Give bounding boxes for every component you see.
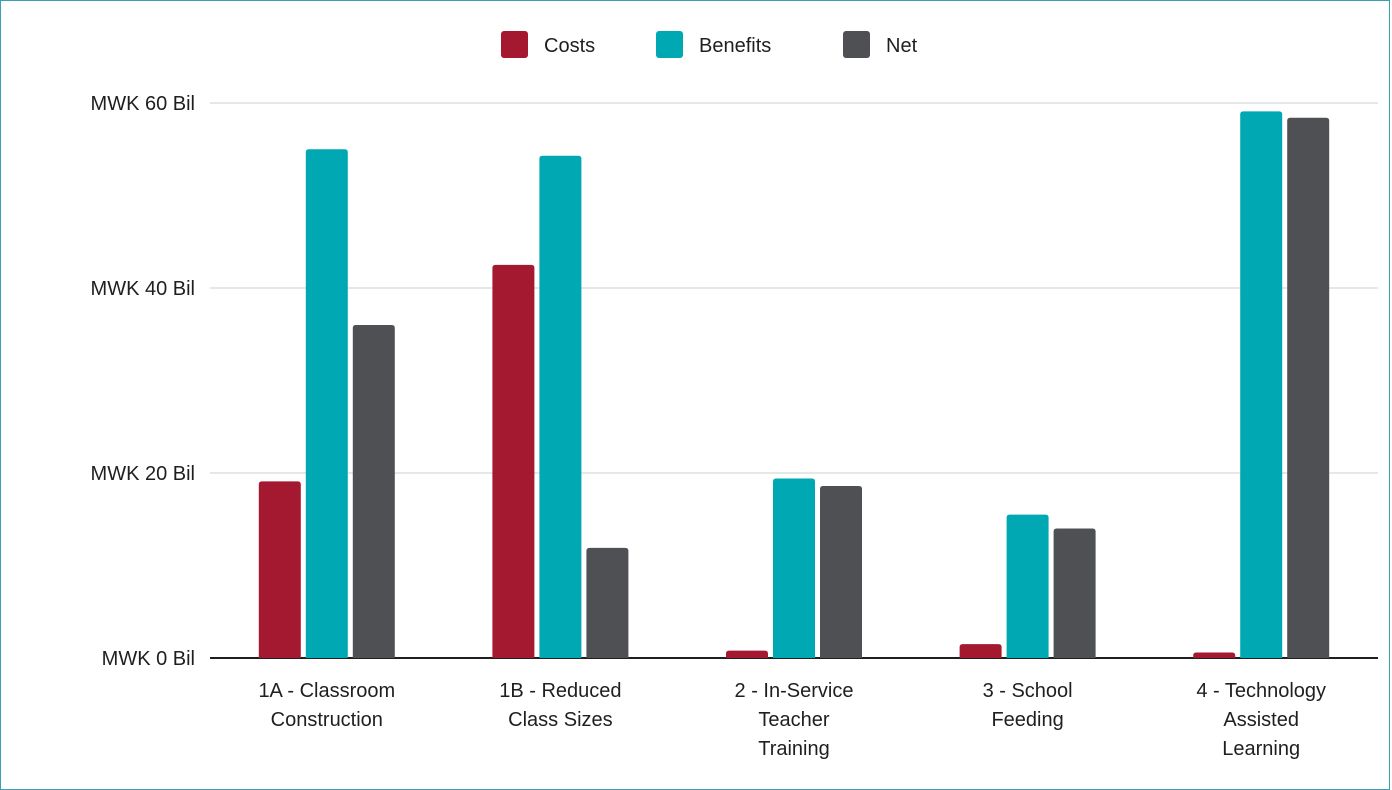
bar-net-3: [1053, 528, 1096, 658]
bar-benefits-2: [773, 478, 815, 658]
x-tick-label: Learning: [1222, 738, 1300, 760]
x-tick-label: Assisted: [1223, 709, 1299, 731]
y-tick-label: MWK 20 Bil: [91, 463, 195, 485]
legend-label-net: Net: [886, 35, 918, 57]
bar-net-2: [820, 485, 862, 658]
x-tick-label: Construction: [271, 709, 383, 731]
bar-benefits-3: [1006, 514, 1049, 658]
x-tick-label: 4 - Technology: [1196, 680, 1326, 702]
bar-net-4: [1287, 117, 1330, 659]
bar-costs-4: [1193, 652, 1236, 658]
x-tick-label: Class Sizes: [508, 709, 612, 731]
bar-costs-0: [258, 481, 301, 658]
legend-swatch-net: [843, 31, 870, 58]
y-tick-label: MWK 0 Bil: [102, 648, 195, 670]
bar-costs-3: [959, 644, 1002, 658]
x-tick-label: 1A - Classroom: [258, 680, 395, 702]
bar-net-0: [352, 325, 395, 658]
y-tick-label: MWK 60 Bil: [91, 93, 195, 115]
legend-swatch-costs: [501, 31, 528, 58]
bars: [258, 111, 1330, 659]
legend-label-benefits: Benefits: [699, 35, 771, 57]
bar-costs-1: [492, 264, 535, 658]
legend: Costs Benefits Net: [501, 31, 918, 58]
legend-swatch-benefits: [656, 31, 683, 58]
x-tick-label: Teacher: [758, 709, 829, 731]
x-tick-label: Feeding: [991, 709, 1063, 731]
y-axis-labels: MWK 0 Bil MWK 20 Bil MWK 40 Bil MWK 60 Bil: [91, 93, 195, 670]
bar-benefits-1: [539, 155, 582, 658]
bar-costs-2: [726, 650, 768, 658]
legend-label-costs: Costs: [544, 35, 595, 57]
x-tick-label: 1B - Reduced: [499, 680, 621, 702]
y-tick-label: MWK 40 Bil: [91, 278, 195, 300]
bar-benefits-0: [305, 149, 348, 658]
x-axis-labels: 1A - Classroom Construction 1B - Reduced Cl…: [258, 680, 1326, 760]
bar-net-1: [586, 547, 629, 658]
x-tick-label: 3 - School: [983, 680, 1073, 702]
bar-benefits-4: [1240, 111, 1283, 658]
x-tick-label: 2 - In-Service: [735, 680, 854, 702]
x-tick-label: Training: [758, 738, 830, 760]
